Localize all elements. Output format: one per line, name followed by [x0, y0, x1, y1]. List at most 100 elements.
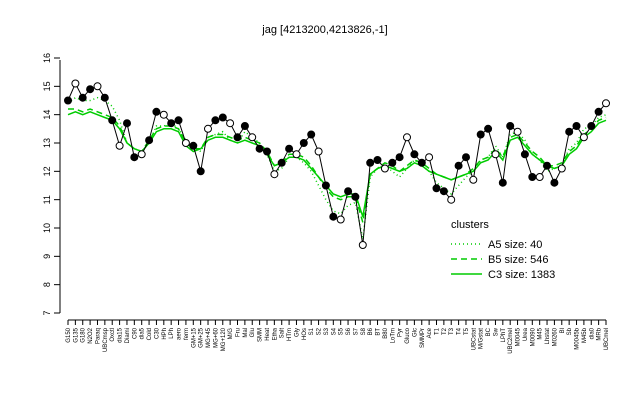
data-point	[123, 119, 131, 128]
x-tick-label: GM+15	[191, 327, 197, 348]
data-point	[248, 133, 257, 142]
x-tick-label: S3	[324, 327, 330, 335]
legend-title: clusters	[451, 219, 489, 231]
x-tick-label: SMM	[258, 328, 264, 342]
x-tick-label: MG+60	[213, 327, 219, 348]
x-tick-label: Lhstat	[545, 328, 551, 345]
data-point	[299, 139, 308, 147]
data-point	[233, 133, 242, 142]
x-tick-label: LPh	[169, 328, 175, 339]
x-tick-label: Etha	[272, 327, 278, 340]
data-point	[476, 130, 485, 139]
data-point	[336, 215, 345, 224]
x-tick-label: Gluco	[405, 327, 411, 343]
x-tick-label: HPh	[162, 328, 168, 340]
data-point	[565, 127, 574, 136]
data-point	[292, 150, 301, 159]
x-tick-label: Fru	[236, 328, 242, 337]
x-tick-label: Ace	[427, 327, 433, 338]
data-point	[417, 158, 426, 167]
data-point	[130, 153, 139, 162]
data-point	[71, 79, 80, 88]
data-point	[373, 156, 382, 164]
x-tick-label: N2O2	[88, 327, 94, 343]
data-point	[211, 116, 220, 125]
x-tick-label: dia0	[589, 327, 595, 339]
data-point	[403, 133, 411, 142]
x-tick-label: Cold	[147, 328, 153, 340]
x-tick-label: Sb	[567, 327, 573, 335]
data-point	[550, 178, 559, 187]
x-tick-label: T5	[464, 327, 470, 335]
y-tick-label: 12	[42, 166, 52, 176]
x-tick-label: M45b	[582, 327, 588, 343]
data-point	[240, 122, 249, 130]
data-point	[528, 173, 537, 181]
data-point	[218, 113, 227, 122]
x-tick-label: Oxctl	[110, 328, 116, 342]
x-tick-label: S1	[309, 327, 315, 335]
x-tick-label: B80	[383, 327, 389, 338]
series-line-1	[68, 108, 607, 223]
data-point	[506, 122, 515, 130]
data-point	[108, 116, 117, 125]
x-tick-label: Gly	[294, 328, 300, 337]
legend: clusters A5 size: 40 B5 size: 546 C3 siz…	[451, 219, 555, 281]
data-point	[498, 178, 507, 187]
x-tick-label: T3	[449, 327, 455, 335]
x-tick-label: Urea	[523, 327, 529, 341]
data-point	[115, 141, 124, 150]
data-point	[78, 93, 87, 102]
x-tick-label: dia15	[118, 327, 124, 342]
data-point	[314, 147, 323, 156]
data-point	[395, 153, 404, 162]
data-point	[93, 82, 102, 91]
x-tick-label: UBCmsp	[103, 327, 109, 352]
x-tick-label: ferm	[184, 328, 190, 340]
data-point	[152, 107, 161, 116]
data-point	[594, 107, 603, 116]
x-tick-label: C90	[132, 327, 138, 339]
y-tick-label: 11	[42, 195, 52, 204]
data-point	[159, 110, 168, 119]
y-tick-label: 7	[42, 310, 52, 315]
x-tick-label: M/Gstat	[479, 328, 485, 349]
data-point	[447, 195, 456, 204]
x-tick-label: LoTm	[390, 328, 396, 343]
series-points	[64, 79, 610, 249]
x-tick-label: C30	[154, 327, 160, 339]
data-point	[189, 141, 198, 150]
x-tick-label: T1	[434, 327, 440, 335]
y-ticks: 7 8 9 10 11 12 13 14 15 16	[42, 53, 60, 316]
y-tick-label: 14	[42, 110, 52, 120]
x-tick-label: M0045b	[575, 327, 581, 349]
x-tick-label: BT	[376, 328, 382, 336]
x-tick-label: Sw	[493, 327, 499, 336]
data-point	[100, 93, 109, 102]
x-tick-label: Salt	[280, 328, 286, 339]
x-tick-label: SMMPr	[420, 328, 426, 348]
x-tick-label: S2	[317, 327, 323, 335]
y-tick-label: 13	[42, 138, 52, 148]
data-point	[380, 164, 389, 173]
legend-label-c3: C3 size: 1383	[488, 269, 555, 281]
x-tick-label: Glu	[250, 328, 256, 337]
data-point	[181, 139, 190, 147]
data-point	[587, 122, 596, 130]
data-point	[543, 161, 551, 170]
x-tick-label: UBCstat	[471, 328, 477, 351]
data-point	[425, 153, 434, 162]
x-tick-label: Paraq	[95, 328, 101, 344]
data-point	[263, 147, 271, 156]
x-tick-label: S7	[353, 327, 359, 335]
legend-label-a5: A5 size: 40	[488, 239, 542, 251]
data-point	[270, 170, 279, 179]
data-point	[439, 187, 448, 196]
x-tick-label: Diami	[125, 328, 131, 343]
series-line-2	[67, 110, 607, 217]
x-tick-label: M45	[538, 327, 544, 339]
x-tick-label: LPhT	[501, 328, 507, 343]
data-point	[307, 130, 316, 139]
x-tick-label: S5	[339, 327, 345, 335]
